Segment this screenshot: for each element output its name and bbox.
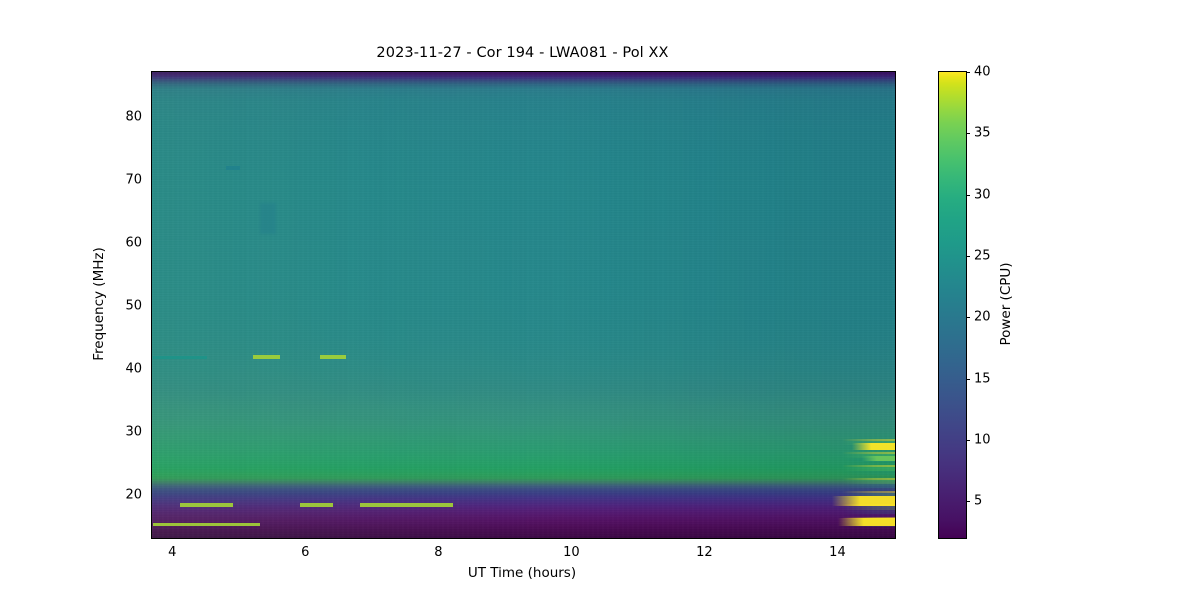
y-tick-30 [151,433,152,434]
colorbar-tick-label-40: 40 [974,64,991,80]
x-tick-minor-11 [639,538,640,539]
rfi-blip-42mhz-a [153,356,207,360]
colorbar-tick-label-25: 25 [974,248,991,264]
y-tick-80 [151,118,152,119]
x-tick-minor-9.5 [539,538,540,539]
colorbar-tick-10 [966,439,971,441]
colorbar-tick-35 [966,133,971,135]
colorbar-tick-15 [966,378,971,380]
x-tick-12 [705,538,706,539]
colorbar-tick-label-20: 20 [974,309,991,325]
x-tick-minor-14.5 [872,538,873,539]
x-tick-label-12: 12 [696,545,713,560]
colorbar-title: Power (CPU) [998,262,1014,346]
rfi-burst-cluster-late [841,435,895,531]
x-tick-minor-6.5 [340,538,341,539]
x-tick-minor-7 [373,538,374,539]
x-tick-label-14: 14 [829,545,846,560]
colorbar-tick-25 [966,255,971,258]
background-time-highlight [152,72,895,538]
rfi-blip-72mhz [226,165,240,170]
y-tick-60 [151,244,152,245]
spectrogram-axes[interactable] [151,71,896,539]
integration-noise-stripes [152,72,895,538]
rfi-blip-42mhz-c [319,355,347,359]
y-tick-label-60: 60 [125,235,142,251]
x-tick-label-10: 10 [563,545,580,560]
y-tick-label-30: 30 [125,424,142,440]
x-tick-4 [173,538,174,539]
channel-noise-stripes [152,72,895,538]
x-tick-minor-13.5 [805,538,806,539]
y-tick-label-40: 40 [125,361,142,377]
y-tick-label-20: 20 [125,487,142,503]
background-time-gradient [152,72,895,538]
x-tick-8 [439,538,440,539]
colorbar-tick-label-10: 10 [974,432,991,448]
y-tick-minor-25 [151,464,152,465]
x-tick-minor-11.5 [672,538,673,539]
y-tick-70 [151,181,152,182]
rfi-stripe-16mhz-late [838,518,895,527]
y-tick-label-80: 80 [125,109,142,125]
y-tick-minor-75 [151,149,152,150]
x-tick-label-6: 6 [301,545,310,560]
y-tick-minor-15 [151,527,152,528]
colorbar-tick-label-35: 35 [974,125,991,141]
y-tick-label-70: 70 [125,172,142,188]
colorbar-tick-30 [966,194,971,196]
x-tick-label-8: 8 [434,545,443,560]
colorbar-tick-20 [966,317,971,319]
y-tick-minor-65 [151,212,152,213]
y-tick-minor-85 [151,86,152,87]
x-tick-minor-9 [506,538,507,539]
x-tick-10 [572,538,573,539]
rfi-stripe-28mhz [851,442,895,451]
y-tick-minor-55 [151,275,152,276]
x-tick-minor-12.5 [739,538,740,539]
colorbar-tick-label-15: 15 [974,371,991,387]
heatmap-image [152,72,895,538]
y-tick-20 [151,496,152,497]
x-tick-14 [838,538,839,539]
x-tick-6 [306,538,307,539]
x-tick-minor-13 [772,538,773,539]
rfi-stripe-26mhz [861,456,895,461]
y-tick-minor-35 [151,401,152,402]
x-tick-minor-5.5 [273,538,274,539]
rfi-line-18p5mhz-c [359,503,453,507]
x-tick-minor-8.5 [473,538,474,539]
colorbar-tick-5 [966,501,971,503]
y-axis-title: Frequency (MHz) [91,247,107,361]
x-axis-title: UT Time (hours) [467,565,577,581]
rfi-feature-layer [152,72,895,538]
y-tick-40 [151,370,152,371]
colorbar-tick-label-5: 5 [974,493,983,509]
rfi-stripe-19mhz-late [831,495,895,506]
y-tick-minor-45 [151,338,152,339]
rfi-line-15p5mhz [153,522,260,527]
background-frequency-gradient [152,72,895,538]
y-tick-label-50: 50 [125,298,142,314]
colorbar[interactable]: 5 10 15 20 25 30 35 40 [938,65,991,539]
colorbar-tick-40 [966,72,971,74]
x-tick-minor-4.5 [207,538,208,539]
y-tick-50 [151,307,152,308]
x-tick-label-4: 4 [168,545,177,560]
rfi-line-18p5mhz [179,503,234,507]
rfi-patch-64mhz [259,202,277,235]
x-tick-minor-7.5 [406,538,407,539]
rfi-blip-42mhz-b [253,355,280,359]
page-title: 2023-11-27 - Cor 194 - LWA081 - Pol XX [376,45,669,61]
colorbar-tick-label-30: 30 [974,187,991,203]
x-tick-minor-5 [240,538,241,539]
x-tick-minor-10.5 [606,538,607,539]
rfi-line-18p5mhz-b [299,503,333,507]
